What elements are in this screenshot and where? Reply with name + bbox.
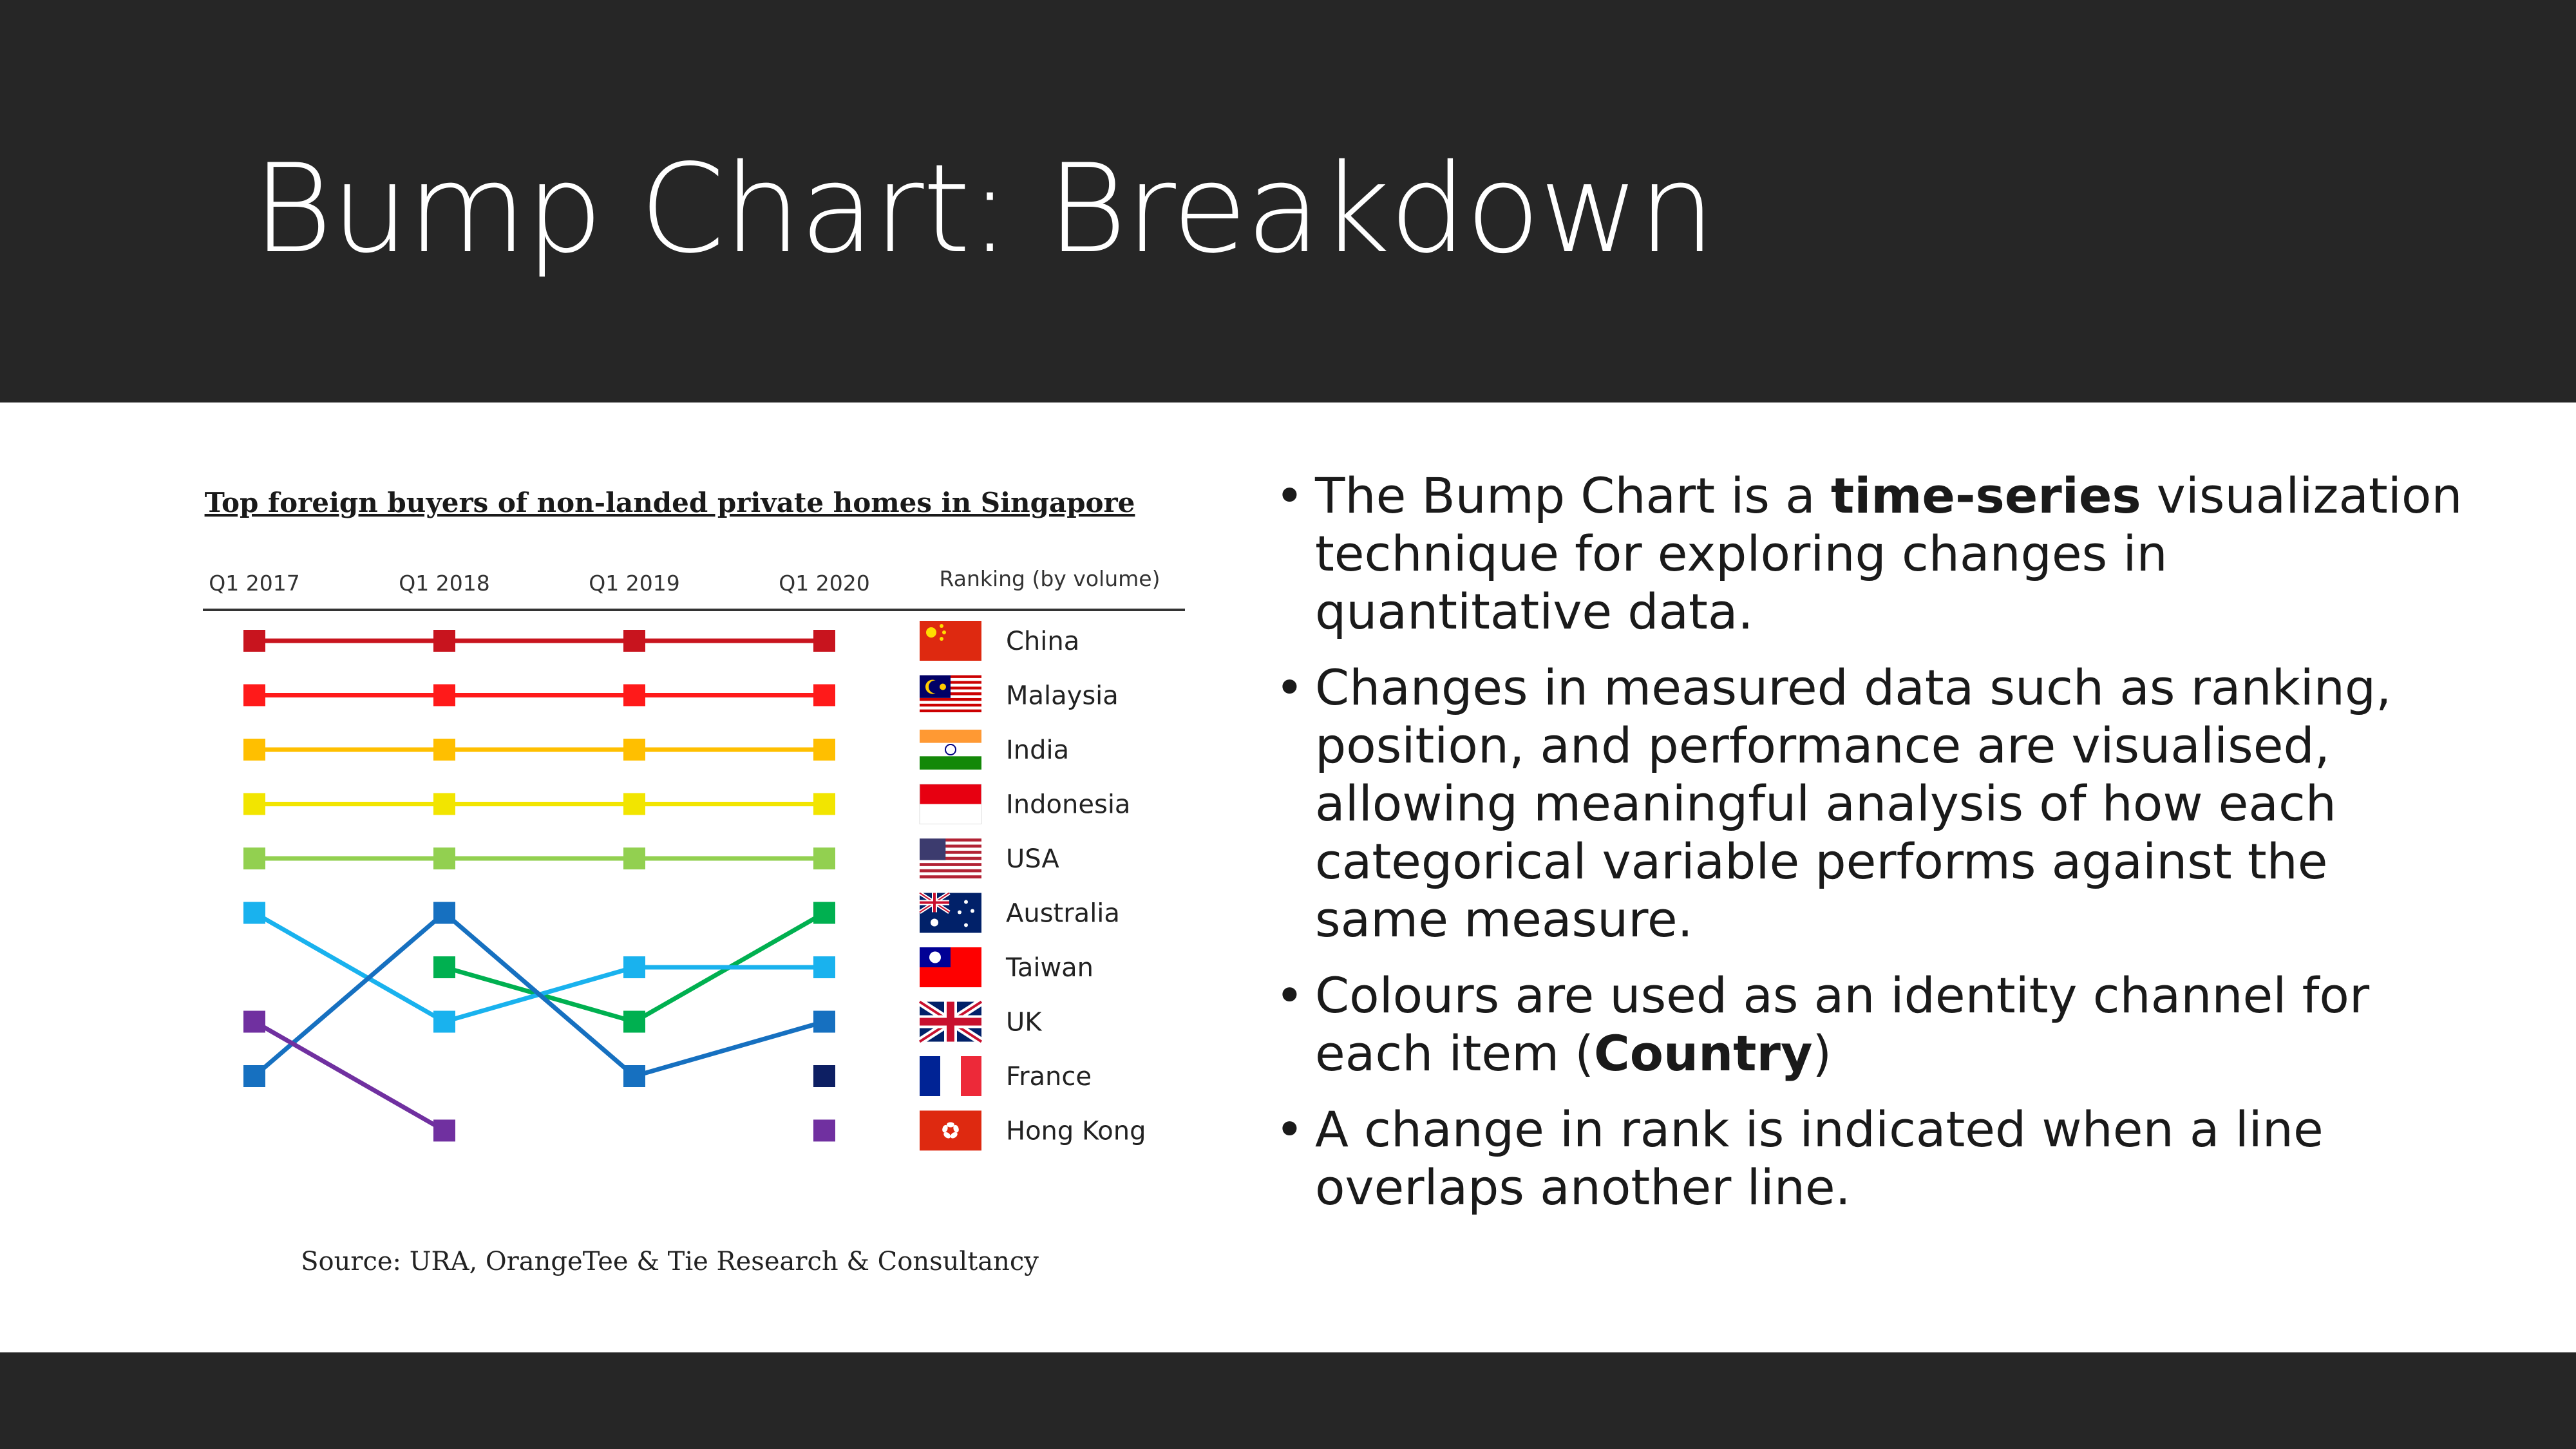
legend-title: Ranking (by volume) bbox=[940, 566, 1160, 591]
data-point-uk-4 bbox=[813, 1010, 835, 1033]
data-point-india-3 bbox=[623, 739, 645, 761]
slide-footer bbox=[0, 1352, 2576, 1449]
australia-flag-icon bbox=[918, 891, 981, 933]
series-line-uk-3 bbox=[632, 1019, 827, 1079]
legend-label-malaysia: Malaysia bbox=[1006, 681, 1119, 711]
data-point-australia-2 bbox=[433, 956, 455, 978]
slide-title: Bump Chart: Breakdown bbox=[252, 138, 1716, 280]
series-line-taiwan-1 bbox=[252, 911, 447, 1024]
data-point-indonesia-3 bbox=[623, 793, 645, 815]
data-point-uk-3 bbox=[623, 1065, 645, 1087]
uk-flag-icon bbox=[917, 998, 984, 1045]
chart-title: Top foreign buyers of non-landed private… bbox=[205, 487, 1135, 518]
data-point-india-4 bbox=[813, 739, 835, 761]
data-point-malaysia-4 bbox=[813, 684, 835, 706]
malaysia-flag-icon bbox=[920, 675, 981, 715]
x-tick-label-3: Q1 2019 bbox=[589, 571, 679, 596]
data-point-usa-2 bbox=[433, 848, 455, 869]
legend-label-taiwan: Taiwan bbox=[1005, 953, 1094, 983]
bump-chart: Top foreign buyers of non-landed private… bbox=[193, 464, 1211, 1294]
bullet-item-3: Colours are used as an identity channel … bbox=[1275, 967, 2473, 1083]
data-point-usa-3 bbox=[623, 848, 645, 869]
data-point-hong-kong-2 bbox=[433, 1119, 455, 1142]
usa-flag-icon bbox=[920, 838, 981, 878]
chart-source: Source: URA, OrangeTee & Tie Research & … bbox=[301, 1247, 1039, 1276]
data-point-australia-4 bbox=[813, 902, 835, 924]
legend-label-hong-kong: Hong Kong bbox=[1006, 1117, 1146, 1146]
data-point-malaysia-1 bbox=[243, 684, 265, 706]
bullet-list: The Bump Chart is a time-series visualiz… bbox=[1275, 467, 2473, 1235]
data-point-indonesia-1 bbox=[243, 793, 265, 815]
bullet-item-4: A change in rank is indicated when a lin… bbox=[1275, 1101, 2473, 1217]
india-flag-icon bbox=[920, 730, 981, 770]
data-point-uk-1 bbox=[243, 1065, 265, 1087]
taiwan-flag-icon bbox=[920, 947, 981, 987]
data-point-malaysia-2 bbox=[433, 684, 455, 706]
legend-label-uk: UK bbox=[1006, 1008, 1043, 1037]
data-point-china-3 bbox=[623, 630, 645, 652]
data-point-taiwan-1 bbox=[243, 902, 265, 924]
data-point-usa-4 bbox=[813, 848, 835, 869]
legend-label-usa: USA bbox=[1006, 844, 1059, 874]
china-flag-icon bbox=[920, 621, 981, 661]
data-point-australia-3 bbox=[623, 1010, 645, 1033]
series-line-uk-2 bbox=[442, 911, 637, 1079]
data-point-malaysia-3 bbox=[623, 684, 645, 706]
data-point-china-2 bbox=[433, 630, 455, 652]
bullet-item-2: Changes in measured data such as ranking… bbox=[1275, 659, 2473, 949]
x-tick-label-4: Q1 2020 bbox=[779, 571, 869, 596]
data-point-indonesia-4 bbox=[813, 793, 835, 815]
bump-chart-svg: Top foreign buyers of non-landed private… bbox=[203, 487, 1185, 1276]
hongkong-flag-icon bbox=[920, 1110, 981, 1151]
data-point-hong-kong-4 bbox=[813, 1119, 835, 1142]
indonesia-flag-icon bbox=[919, 784, 982, 824]
data-point-france-4 bbox=[813, 1065, 835, 1087]
series-line-hong-kong-1 bbox=[252, 1019, 447, 1133]
data-point-taiwan-4 bbox=[813, 956, 835, 978]
bullet-item-1: The Bump Chart is a time-series visualiz… bbox=[1275, 467, 2473, 641]
legend-label-indonesia: Indonesia bbox=[1006, 790, 1130, 820]
series-line-uk-1 bbox=[252, 911, 447, 1079]
x-tick-label-2: Q1 2018 bbox=[399, 571, 489, 596]
data-point-uk-2 bbox=[433, 902, 455, 924]
data-point-china-4 bbox=[813, 630, 835, 652]
data-point-usa-1 bbox=[243, 848, 265, 869]
data-point-india-1 bbox=[243, 739, 265, 761]
legend-label-france: France bbox=[1006, 1062, 1092, 1092]
data-point-china-1 bbox=[243, 630, 265, 652]
france-flag-icon bbox=[920, 1056, 981, 1096]
x-tick-label-1: Q1 2017 bbox=[209, 571, 299, 596]
data-point-taiwan-3 bbox=[623, 956, 645, 978]
data-point-india-2 bbox=[433, 739, 455, 761]
legend-label-australia: Australia bbox=[1006, 899, 1120, 929]
slide-header: Bump Chart: Breakdown bbox=[0, 0, 2576, 402]
legend-label-china: China bbox=[1006, 627, 1079, 656]
data-point-indonesia-2 bbox=[433, 793, 455, 815]
data-point-hong-kong-1 bbox=[243, 1010, 265, 1033]
data-point-taiwan-2 bbox=[433, 1010, 455, 1033]
legend-label-india: India bbox=[1006, 735, 1069, 765]
